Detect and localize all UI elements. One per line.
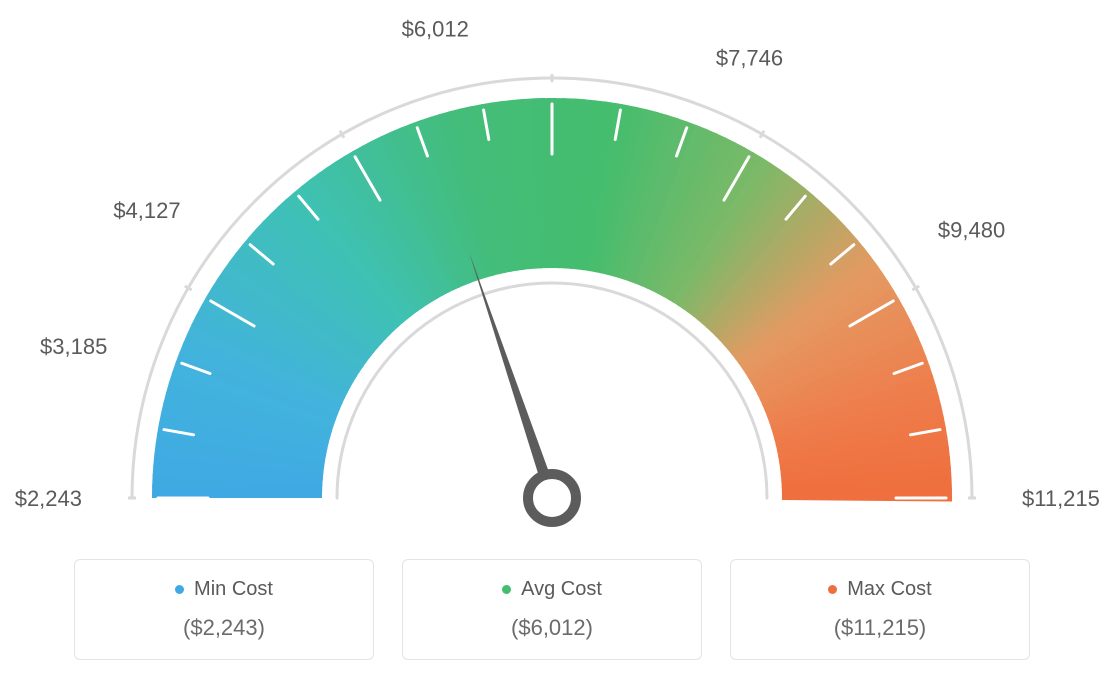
max-cost-value: ($11,215): [741, 615, 1019, 641]
avg-cost-label: Avg Cost: [502, 578, 602, 601]
min-cost-label: Min Cost: [175, 578, 273, 601]
min-cost-value: ($2,243): [85, 615, 363, 641]
min-cost-card: Min Cost ($2,243): [74, 559, 374, 660]
svg-text:$11,215: $11,215: [1022, 486, 1100, 511]
avg-cost-value: ($6,012): [413, 615, 691, 641]
svg-text:$3,185: $3,185: [40, 334, 107, 359]
cost-gauge-widget: $2,243 $3,185 $4,127 $6,012 $7,746 $9,480 $11,…: [0, 0, 1104, 690]
svg-text:$7,746: $7,746: [716, 45, 783, 70]
avg-cost-card: Avg Cost ($6,012): [402, 559, 702, 660]
svg-text:$9,480: $9,480: [938, 218, 1005, 243]
max-cost-card: Max Cost ($11,215): [730, 559, 1030, 660]
gauge-chart: $2,243 $3,185 $4,127 $6,012 $7,746 $9,480 $11,…: [0, 0, 1104, 560]
svg-text:$4,127: $4,127: [113, 198, 180, 223]
summary-cards: Min Cost ($2,243) Avg Cost ($6,012) Max …: [0, 559, 1104, 660]
svg-text:$2,243: $2,243: [15, 486, 82, 511]
max-cost-label: Max Cost: [828, 578, 931, 601]
svg-text:$6,012: $6,012: [402, 17, 469, 42]
